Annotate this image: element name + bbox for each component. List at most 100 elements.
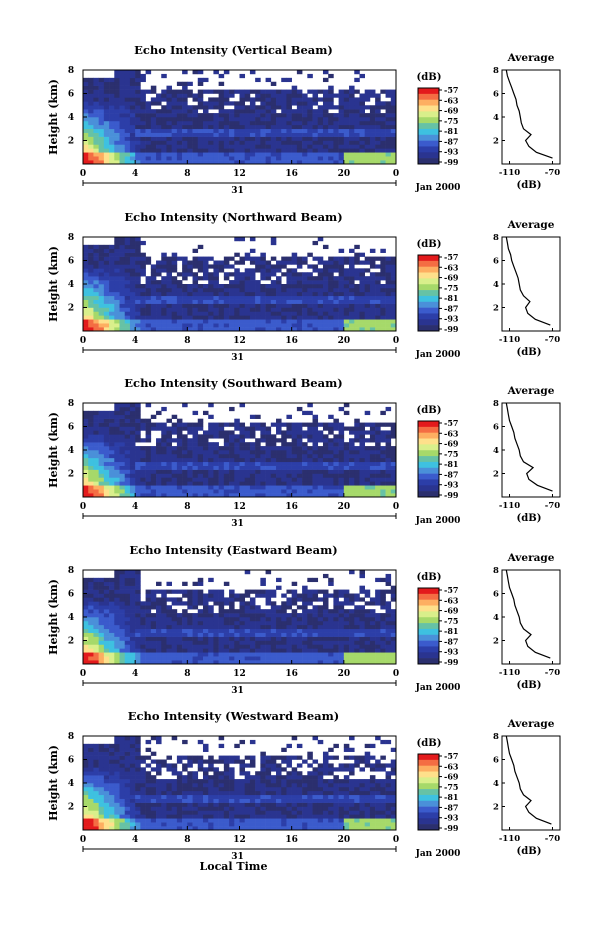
heatmap-cell: [124, 597, 131, 602]
heatmap-cell: [83, 585, 89, 590]
heatmap-cell: [150, 450, 157, 455]
heatmap-cell: [249, 620, 256, 626]
heatmap-cell: [208, 327, 214, 332]
heatmap-cell: [218, 295, 225, 300]
heatmap-cell: [135, 291, 141, 297]
heatmap-cell: [187, 117, 193, 122]
heatmap-cell: [145, 117, 152, 122]
heatmap-cell: [166, 89, 172, 94]
heatmap-cell: [140, 652, 146, 657]
heatmap-cell: [343, 636, 350, 641]
heatmap-cell: [349, 256, 355, 261]
heatmap-cell: [270, 307, 277, 312]
heatmap-cell: [124, 410, 131, 416]
heatmap-cell: [239, 97, 246, 102]
colorbar-swatch: [418, 444, 439, 451]
heatmap-cell: [171, 453, 178, 459]
heatmap-cell: [343, 93, 350, 98]
heatmap-cell: [302, 148, 308, 153]
heatmap-cell: [349, 327, 355, 332]
heatmap-cell: [171, 414, 178, 419]
heatmap-cell: [234, 101, 240, 106]
heatmap-cell: [255, 280, 261, 285]
heatmap-cell: [265, 117, 272, 122]
heatmap-cell: [385, 613, 392, 618]
heatmap-cell: [140, 299, 146, 304]
heatmap-cell: [218, 477, 225, 482]
heatmap-cell: [364, 628, 371, 633]
heatmap-cell: [229, 609, 235, 614]
heatmap-cell: [83, 613, 89, 618]
heatmap-cell: [270, 264, 277, 269]
heatmap-cell: [129, 280, 136, 285]
heatmap-cell: [93, 485, 99, 490]
heatmap-cell: [322, 573, 329, 579]
heatmap-cell: [150, 477, 157, 482]
heatmap-cell: [328, 609, 334, 614]
heatmap-cell: [208, 617, 214, 622]
heatmap-cell: [343, 97, 350, 102]
heatmap-cell: [229, 605, 235, 610]
heatmap-cell: [260, 648, 266, 653]
heatmap-cell: [312, 109, 319, 114]
heatmap-cell: [114, 105, 120, 110]
heatmap-cell: [244, 461, 251, 466]
heatmap-cell: [98, 260, 105, 265]
heatmap-cell: [390, 152, 397, 157]
heatmap-cell: [343, 617, 350, 622]
heatmap-cell: [223, 465, 230, 470]
heatmap-cell: [218, 624, 225, 630]
heatmap-cell: [103, 620, 110, 626]
heatmap-cell: [281, 113, 287, 118]
heatmap-cell: [239, 291, 246, 297]
heatmap-cell: [333, 617, 339, 622]
heatmap-cell: [187, 461, 193, 466]
colorbar-frame: [417, 420, 440, 498]
heatmap-cell: [218, 446, 225, 451]
heatmap-cell: [124, 303, 131, 308]
heatmap-cell: [260, 457, 266, 463]
heatmap-cell: [161, 450, 167, 455]
heatmap-cell: [161, 481, 167, 486]
heatmap-cell: [156, 152, 162, 157]
heatmap-cell: [124, 438, 131, 443]
heatmap-cell: [171, 640, 178, 645]
heatmap-cell: [322, 457, 329, 463]
heatmap-cell: [322, 613, 329, 618]
heatmap-cell: [150, 469, 157, 474]
heatmap-cell: [109, 469, 115, 474]
heatmap-cell: [156, 461, 162, 466]
heatmap-cell: [114, 481, 120, 486]
heatmap-cell: [375, 113, 381, 118]
heatmap-cell: [328, 465, 334, 470]
heatmap-cell: [103, 276, 110, 281]
heatmap-cell: [296, 113, 303, 118]
heatmap-cell: [145, 632, 152, 637]
heatmap-cell: [364, 280, 371, 285]
heatmap-cell: [302, 295, 308, 300]
heatmap-cell: [129, 426, 136, 431]
heatmap-cell: [328, 260, 334, 265]
heatmap-cell: [359, 589, 365, 594]
heatmap-cell: [349, 461, 355, 466]
heatmap-cell: [281, 144, 287, 149]
heatmap-cell: [202, 446, 209, 451]
heatmap-cell: [380, 319, 386, 324]
heatmap-cell: [103, 446, 110, 451]
heatmap-cell: [281, 327, 287, 332]
heatmap-cell: [119, 597, 126, 602]
heatmap-cell: [229, 450, 235, 455]
heatmap-cell: [385, 481, 392, 486]
heatmap-cell: [202, 327, 209, 332]
heatmap-cell: [93, 105, 99, 110]
heatmap-cell: [229, 593, 235, 598]
heatmap-cell: [197, 97, 204, 102]
heatmap-cell: [103, 465, 110, 470]
heatmap-cell: [265, 140, 272, 145]
heatmap-cell: [197, 418, 204, 423]
heatmap-cell: [338, 632, 345, 637]
heatmap-cell: [124, 609, 131, 614]
heatmap-cell: [129, 457, 136, 463]
heatmap-cell: [265, 473, 272, 478]
heatmap-cell: [296, 605, 303, 610]
